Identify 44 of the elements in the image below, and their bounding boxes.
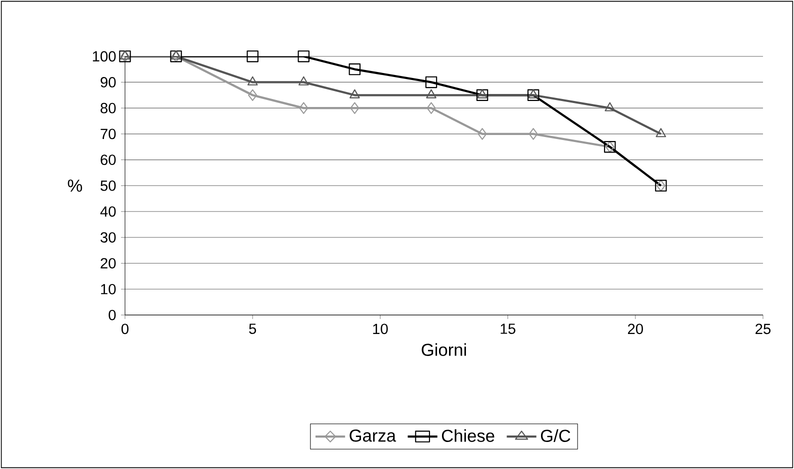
y-tick-label: 70 <box>100 128 116 140</box>
point <box>298 50 310 62</box>
point <box>425 76 438 88</box>
y-tick-label: 90 <box>100 77 116 88</box>
point <box>656 128 666 138</box>
point <box>528 128 538 140</box>
point <box>298 76 309 86</box>
x-tick-label: 5 <box>249 324 256 334</box>
point <box>350 89 360 98</box>
x-tick-label: 0 <box>121 324 128 334</box>
x-tick-label: 10 <box>373 324 388 334</box>
point <box>476 89 488 102</box>
point <box>170 50 182 60</box>
y-tick-label: 30 <box>100 232 116 243</box>
point <box>528 89 538 98</box>
point <box>350 102 360 114</box>
point <box>248 89 258 102</box>
y-tick-label: 20 <box>100 258 116 268</box>
y-tick-label: 40 <box>100 206 116 217</box>
y-tick-label: 50 <box>100 180 116 191</box>
legend-label: Garza <box>350 429 396 442</box>
y-tick-label: 100 <box>92 51 116 62</box>
legend-label: G/C <box>540 429 570 442</box>
x-axis-title: Giorni <box>422 343 466 356</box>
y-axis-title: % <box>68 180 82 192</box>
legend-label: Chiese <box>442 429 494 442</box>
point <box>247 76 258 86</box>
x-tick-label: 15 <box>500 324 516 334</box>
point <box>246 50 258 62</box>
point <box>120 50 130 60</box>
point <box>426 89 436 98</box>
x-tick-label: 25 <box>756 324 771 334</box>
y-tick-label: 0 <box>108 310 116 320</box>
point <box>477 89 488 98</box>
point <box>348 63 361 76</box>
point <box>604 102 616 112</box>
point <box>426 102 436 114</box>
y-tick-label: 10 <box>101 284 116 294</box>
point <box>299 102 308 114</box>
point <box>478 128 487 140</box>
y-tick-label: 80 <box>100 102 116 114</box>
y-tick-label: 60 <box>100 154 116 165</box>
point <box>527 89 540 102</box>
x-tick-label: 20 <box>628 324 643 334</box>
